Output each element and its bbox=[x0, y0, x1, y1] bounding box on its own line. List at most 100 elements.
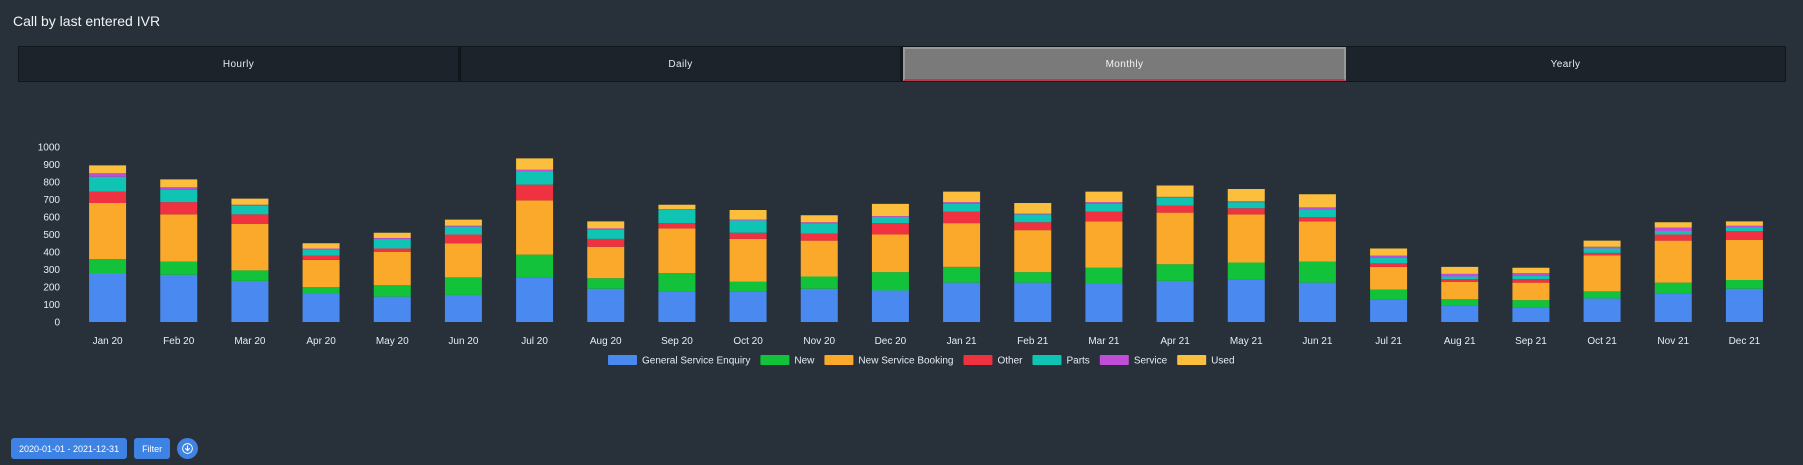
bar-segment[interactable] bbox=[444, 277, 482, 295]
legend-item[interactable]: Used bbox=[1177, 355, 1235, 367]
bar-segment[interactable] bbox=[1725, 231, 1763, 240]
bar-segment[interactable] bbox=[1085, 202, 1123, 204]
bar-segment[interactable] bbox=[943, 202, 981, 204]
bar-segment[interactable] bbox=[516, 200, 554, 255]
bar-segment[interactable] bbox=[729, 219, 767, 221]
bar-segment[interactable] bbox=[302, 287, 340, 294]
bar-segment[interactable] bbox=[1156, 196, 1194, 198]
bar-segment[interactable] bbox=[373, 285, 411, 297]
bar-segment[interactable] bbox=[89, 165, 127, 174]
bar-segment[interactable] bbox=[658, 223, 696, 229]
bar-segment[interactable] bbox=[800, 240, 838, 277]
bar-segment[interactable] bbox=[1298, 221, 1336, 262]
bar-segment[interactable] bbox=[516, 158, 554, 170]
bar-segment[interactable] bbox=[1583, 248, 1621, 253]
bar-segment[interactable] bbox=[1725, 288, 1763, 322]
bar-segment[interactable] bbox=[373, 232, 411, 238]
bar-segment[interactable] bbox=[1583, 252, 1621, 256]
bar-segment[interactable] bbox=[871, 216, 909, 218]
bar-segment[interactable] bbox=[373, 248, 411, 253]
bar-segment[interactable] bbox=[800, 233, 838, 241]
bar-segment[interactable] bbox=[871, 272, 909, 291]
bar-segment[interactable] bbox=[1014, 222, 1052, 231]
bar-segment[interactable] bbox=[89, 191, 127, 203]
bar-segment[interactable] bbox=[444, 225, 482, 227]
bar-segment[interactable] bbox=[1014, 272, 1052, 283]
bar-segment[interactable] bbox=[373, 252, 411, 286]
date-range-button[interactable]: 2020-01-01 - 2021-12-31 bbox=[11, 438, 128, 459]
bar-segment[interactable] bbox=[1014, 214, 1052, 223]
bar-segment[interactable] bbox=[1156, 197, 1194, 206]
bar-segment[interactable] bbox=[943, 282, 981, 323]
bar-segment[interactable] bbox=[729, 281, 767, 292]
bar-segment[interactable] bbox=[587, 246, 625, 279]
bar-segment[interactable] bbox=[800, 288, 838, 322]
bar-segment[interactable] bbox=[160, 189, 198, 203]
bar-segment[interactable] bbox=[1085, 221, 1123, 268]
bar-segment[interactable] bbox=[800, 276, 838, 289]
bar-segment[interactable] bbox=[1085, 267, 1123, 284]
bar-segment[interactable] bbox=[658, 204, 696, 210]
bar-segment[interactable] bbox=[1014, 203, 1052, 214]
bar-segment[interactable] bbox=[1654, 234, 1692, 241]
bar-segment[interactable] bbox=[1227, 189, 1265, 202]
bar-segment[interactable] bbox=[1298, 282, 1336, 323]
bar-segment[interactable] bbox=[1725, 280, 1763, 289]
bar-segment[interactable] bbox=[658, 228, 696, 274]
bar-segment[interactable] bbox=[1583, 246, 1621, 249]
bar-segment[interactable] bbox=[231, 204, 269, 206]
bar-segment[interactable] bbox=[1156, 212, 1194, 265]
bar-segment[interactable] bbox=[1654, 222, 1692, 228]
bar-segment[interactable] bbox=[1298, 207, 1336, 210]
bar-segment[interactable] bbox=[587, 238, 625, 247]
bar-segment[interactable] bbox=[871, 217, 909, 224]
bar-segment[interactable] bbox=[1441, 276, 1479, 280]
bar-segment[interactable] bbox=[302, 255, 340, 260]
bar-segment[interactable] bbox=[160, 274, 198, 322]
bar-segment[interactable] bbox=[1227, 201, 1265, 203]
bar-segment[interactable] bbox=[1725, 225, 1763, 228]
bar-segment[interactable] bbox=[1298, 261, 1336, 283]
bar-segment[interactable] bbox=[231, 205, 269, 215]
bar-segment[interactable] bbox=[800, 223, 838, 234]
bar-segment[interactable] bbox=[231, 280, 269, 323]
bar-segment[interactable] bbox=[1085, 191, 1123, 203]
bar-segment[interactable] bbox=[160, 261, 198, 275]
bar-segment[interactable] bbox=[1085, 283, 1123, 323]
bar-segment[interactable] bbox=[89, 203, 127, 259]
bar-segment[interactable] bbox=[1512, 300, 1550, 308]
bar-segment[interactable] bbox=[587, 288, 625, 322]
bar-segment[interactable] bbox=[1512, 267, 1550, 273]
bar-segment[interactable] bbox=[1441, 273, 1479, 277]
bar-segment[interactable] bbox=[658, 291, 696, 323]
tab-hourly[interactable]: Hourly bbox=[19, 47, 461, 81]
bar-segment[interactable] bbox=[1441, 279, 1479, 282]
bar-segment[interactable] bbox=[302, 259, 340, 288]
legend-item[interactable]: Parts bbox=[1032, 355, 1090, 367]
bar-segment[interactable] bbox=[516, 184, 554, 201]
download-button[interactable] bbox=[177, 438, 199, 459]
bar-segment[interactable] bbox=[1654, 240, 1692, 283]
bar-segment[interactable] bbox=[1156, 280, 1194, 323]
bar-segment[interactable] bbox=[1441, 299, 1479, 306]
bar-segment[interactable] bbox=[658, 209, 696, 211]
bar-segment[interactable] bbox=[1014, 213, 1052, 215]
bar-segment[interactable] bbox=[302, 294, 340, 322]
bar-segment[interactable] bbox=[89, 176, 127, 192]
bar-segment[interactable] bbox=[160, 202, 198, 215]
bar-segment[interactable] bbox=[1085, 211, 1123, 222]
bar-segment[interactable] bbox=[729, 232, 767, 239]
bar-segment[interactable] bbox=[1441, 266, 1479, 274]
bar-segment[interactable] bbox=[1654, 231, 1692, 235]
bar-segment[interactable] bbox=[302, 243, 340, 249]
bar-segment[interactable] bbox=[1654, 282, 1692, 294]
bar-segment[interactable] bbox=[516, 171, 554, 185]
bar-segment[interactable] bbox=[1370, 257, 1408, 264]
bar-segment[interactable] bbox=[1227, 208, 1265, 215]
bar-segment[interactable] bbox=[89, 259, 127, 273]
bar-segment[interactable] bbox=[1654, 227, 1692, 232]
bar-segment[interactable] bbox=[1085, 203, 1123, 212]
bar-segment[interactable] bbox=[1156, 264, 1194, 281]
bar-segment[interactable] bbox=[1298, 217, 1336, 222]
bar-segment[interactable] bbox=[1298, 209, 1336, 218]
